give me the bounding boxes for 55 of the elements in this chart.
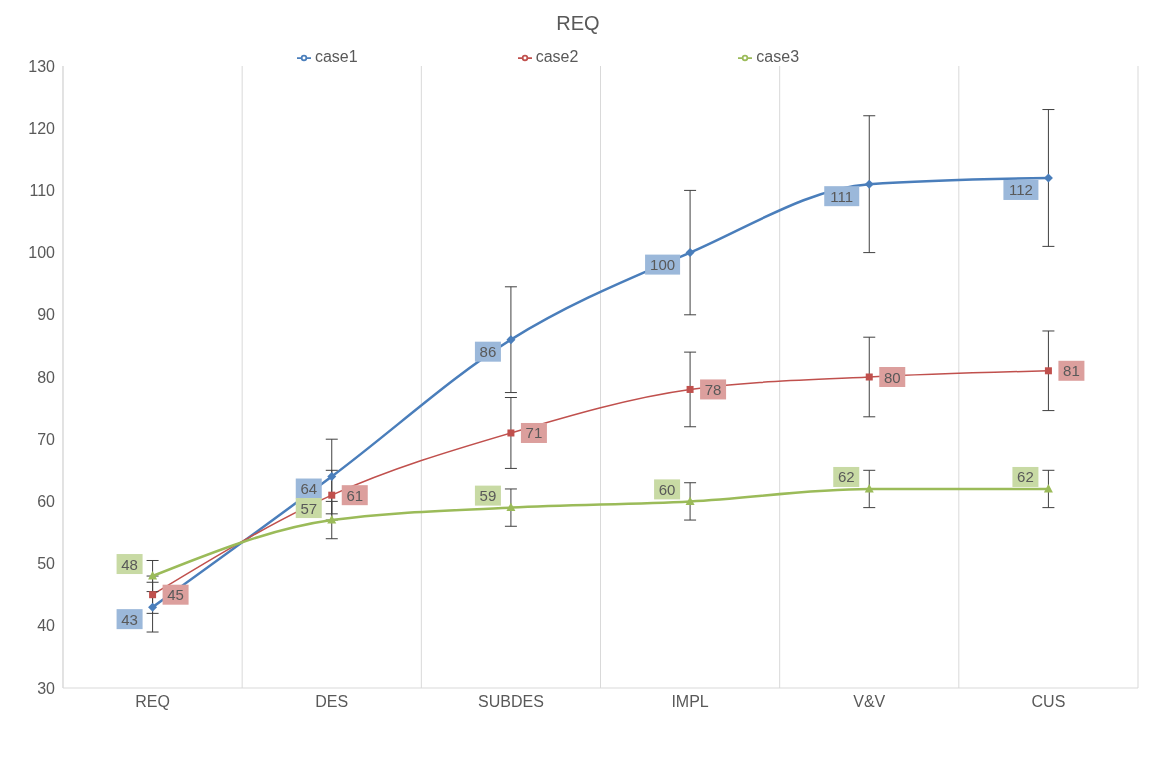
data-label: 62 xyxy=(1017,468,1034,486)
y-tick-label: 130 xyxy=(28,57,56,75)
y-tick-label: 50 xyxy=(37,555,56,573)
point xyxy=(149,591,157,599)
point xyxy=(507,429,515,437)
data-label: 59 xyxy=(479,487,497,505)
point xyxy=(864,179,874,189)
point xyxy=(327,472,337,482)
legend-label: case2 xyxy=(535,48,579,65)
data-label: 45 xyxy=(167,586,184,604)
point xyxy=(685,496,695,505)
x-tick-label: V&V xyxy=(853,693,886,711)
y-tick-label: 40 xyxy=(37,617,56,635)
data-label: 100 xyxy=(650,256,676,274)
point xyxy=(327,515,337,524)
data-label: 43 xyxy=(121,610,138,628)
y-tick-label: 110 xyxy=(29,182,56,200)
data-label: 111 xyxy=(830,187,854,205)
point xyxy=(328,491,336,499)
data-label: 80 xyxy=(883,368,901,386)
data-label: 60 xyxy=(658,480,676,498)
point xyxy=(686,385,694,393)
data-label: 48 xyxy=(121,555,138,573)
y-tick-label: 100 xyxy=(28,244,56,262)
data-label: 61 xyxy=(346,486,364,504)
point xyxy=(864,483,874,493)
data-label: 86 xyxy=(479,343,497,361)
point xyxy=(685,248,695,258)
legend-label: case3 xyxy=(756,48,800,65)
point xyxy=(865,373,873,381)
data-label: 57 xyxy=(300,499,318,517)
point xyxy=(506,502,516,512)
y-tick-label: 60 xyxy=(37,493,56,511)
data-label: 112 xyxy=(1008,181,1033,199)
point xyxy=(148,602,158,612)
data-label: 81 xyxy=(1063,362,1080,380)
point xyxy=(148,571,158,580)
chart-title: REQ xyxy=(555,11,601,36)
x-tick-label: DES xyxy=(315,693,349,711)
y-tick-label: 70 xyxy=(37,430,56,448)
data-label: 62 xyxy=(837,468,855,486)
x-tick-label: REQ xyxy=(135,693,170,711)
y-tick-label: 120 xyxy=(28,119,56,137)
legend-label: case1 xyxy=(314,48,358,65)
y-tick-label: 80 xyxy=(37,368,56,386)
y-tick-label: 30 xyxy=(37,679,56,697)
x-tick-label: CUS xyxy=(1031,693,1066,711)
x-tick-label: IMPL xyxy=(671,693,709,711)
x-tick-label: SUBDES xyxy=(478,693,544,711)
data-label: 64 xyxy=(300,480,318,498)
y-tick-label: 90 xyxy=(37,306,56,324)
point xyxy=(506,335,516,345)
point xyxy=(1044,367,1052,375)
data-label: 78 xyxy=(704,380,722,398)
data-label: 71 xyxy=(525,424,543,442)
